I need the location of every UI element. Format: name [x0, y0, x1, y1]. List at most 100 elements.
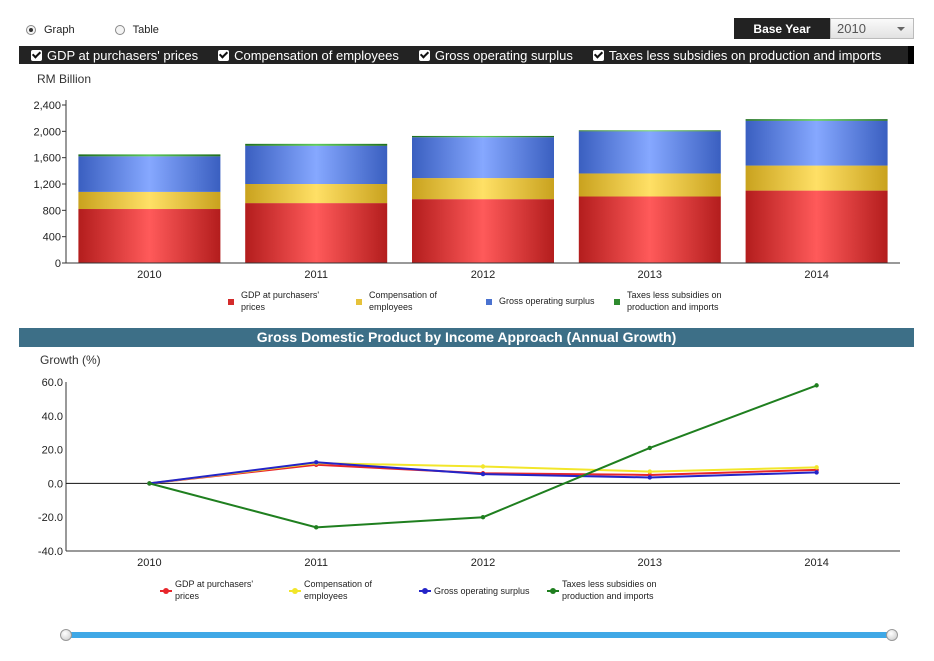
- checkbox-compensation[interactable]: [218, 49, 230, 61]
- bar-segment: [78, 209, 221, 263]
- bar-segment: [78, 191, 221, 210]
- line-legend-marker: [292, 588, 298, 594]
- bar-y-tick-label: 2,000: [33, 126, 61, 138]
- line-legend-label: Compensation of: [304, 579, 373, 589]
- bar-segment: [245, 143, 388, 146]
- line-y-tick-label: -20.0: [38, 512, 63, 524]
- bar-x-tick-label: 2013: [638, 269, 662, 281]
- year-range-slider[interactable]: [66, 632, 892, 638]
- bar-segment: [745, 165, 888, 191]
- bar-legend-label: employees: [369, 302, 413, 312]
- checkbox-gross-operating-surplus[interactable]: [418, 49, 430, 61]
- bar-segment: [745, 120, 888, 166]
- line-point: [814, 465, 819, 470]
- line-legend-label: prices: [175, 591, 200, 601]
- toggle-gdp[interactable]: GDP at purchasers' prices: [31, 48, 198, 63]
- line-x-tick-label: 2013: [638, 557, 662, 569]
- line-point: [814, 383, 819, 388]
- chevron-down-icon[interactable]: [897, 27, 905, 31]
- bar-legend-label: prices: [241, 302, 266, 312]
- toggle-gdp-label: GDP at purchasers' prices: [47, 47, 199, 63]
- slider-handle-right[interactable]: [886, 629, 898, 641]
- bar-segment: [412, 137, 554, 179]
- line-y-tick-label: 40.0: [42, 411, 63, 423]
- base-year-label: Base Year: [734, 18, 830, 39]
- line-point: [480, 471, 486, 477]
- bar-legend-swatch: [486, 299, 492, 305]
- graph-radio[interactable]: Graph: [26, 24, 75, 36]
- base-year-select[interactable]: 2010: [830, 18, 914, 39]
- bar-segment: [745, 119, 888, 121]
- bar-segment: [578, 196, 721, 263]
- bar-legend-label: production and imports: [627, 302, 719, 312]
- line-legend-marker: [550, 588, 556, 594]
- bar-legend-swatch: [614, 299, 620, 305]
- bar-x-tick-label: 2011: [304, 269, 328, 281]
- table-radio-dot[interactable]: [114, 25, 125, 35]
- bar-x-tick-label: 2010: [137, 269, 161, 281]
- toggle-gross-operating-surplus[interactable]: Gross operating surplus: [418, 47, 573, 63]
- line-x-tick-label: 2011: [304, 557, 328, 569]
- line-legend-marker: [163, 588, 169, 594]
- bar-y-tick-label: 800: [43, 205, 61, 217]
- line-point: [647, 469, 652, 474]
- line-series: [149, 384, 817, 529]
- line-y-axis-title: Growth (%): [40, 353, 101, 367]
- bar-x-tick-label: 2012: [471, 269, 495, 281]
- toggle-gos-label: Gross operating surplus: [434, 47, 573, 63]
- toggle-taxes[interactable]: Taxes less subsidies on production and i…: [592, 48, 881, 63]
- bar-segment: [78, 156, 221, 192]
- bar-legend-label: Gross operating surplus: [499, 296, 595, 306]
- bar-legend-swatch: [228, 299, 234, 305]
- line-legend-label: Taxes less subsidies on: [562, 579, 657, 589]
- line-x-tick-label: 2014: [804, 557, 828, 569]
- graph-radio-label: Graph: [44, 24, 75, 36]
- bar-y-tick-label: 0: [55, 258, 61, 270]
- bar-segment: [245, 145, 388, 184]
- bar-segment: [245, 184, 388, 204]
- line-y-tick-label: 20.0: [42, 445, 63, 457]
- line-legend-marker: [422, 588, 428, 594]
- bar-y-tick-label: 1,200: [33, 179, 61, 191]
- line-point: [314, 525, 319, 530]
- bar-segment: [412, 178, 554, 200]
- toggle-compensation[interactable]: Compensation of employees: [218, 48, 399, 63]
- table-radio[interactable]: Table: [114, 24, 159, 36]
- bar-legend-label: GDP at purchasers': [241, 290, 319, 300]
- line-point: [647, 475, 652, 480]
- bar-segment: [578, 130, 721, 132]
- line-legend-label: GDP at purchasers': [175, 579, 253, 589]
- line-x-tick-label: 2012: [471, 557, 495, 569]
- table-radio-label: Table: [132, 24, 159, 36]
- line-point: [147, 481, 152, 486]
- line-point: [314, 460, 319, 465]
- bar-segment: [578, 131, 721, 174]
- line-point: [647, 445, 652, 451]
- line-legend-label: production and imports: [562, 591, 654, 601]
- bar-segment: [245, 203, 388, 263]
- section-title: Gross Domestic Product by Income Approac…: [19, 328, 914, 347]
- checkbox-gdp[interactable]: [31, 49, 42, 61]
- line-legend-label: Gross operating surplus: [434, 586, 530, 596]
- bar-y-tick-label: 1,600: [33, 153, 61, 165]
- bar-segment: [412, 199, 554, 263]
- bar-segment: [578, 173, 721, 197]
- toggle-bar-end: [908, 46, 914, 64]
- bar-segment: [745, 190, 888, 263]
- line-y-tick-label: -40.0: [38, 546, 63, 558]
- line-point: [480, 464, 486, 469]
- bar-segment: [78, 154, 221, 157]
- bar-x-tick-label: 2014: [804, 269, 828, 281]
- line-point: [814, 470, 819, 475]
- bar-segment: [412, 135, 554, 138]
- bar-y-tick-label: 400: [43, 232, 61, 244]
- bar-legend-swatch: [356, 299, 362, 305]
- slider-handle-left[interactable]: [60, 629, 72, 641]
- graph-radio-dot[interactable]: [26, 25, 36, 35]
- line-y-tick-label: 60.0: [42, 377, 63, 389]
- checkbox-taxes[interactable]: [592, 49, 604, 61]
- line-x-tick-label: 2010: [137, 557, 161, 569]
- bar-legend-label: Compensation of: [369, 290, 438, 300]
- line-point: [480, 515, 486, 520]
- bar-y-tick-label: 2,400: [33, 100, 61, 112]
